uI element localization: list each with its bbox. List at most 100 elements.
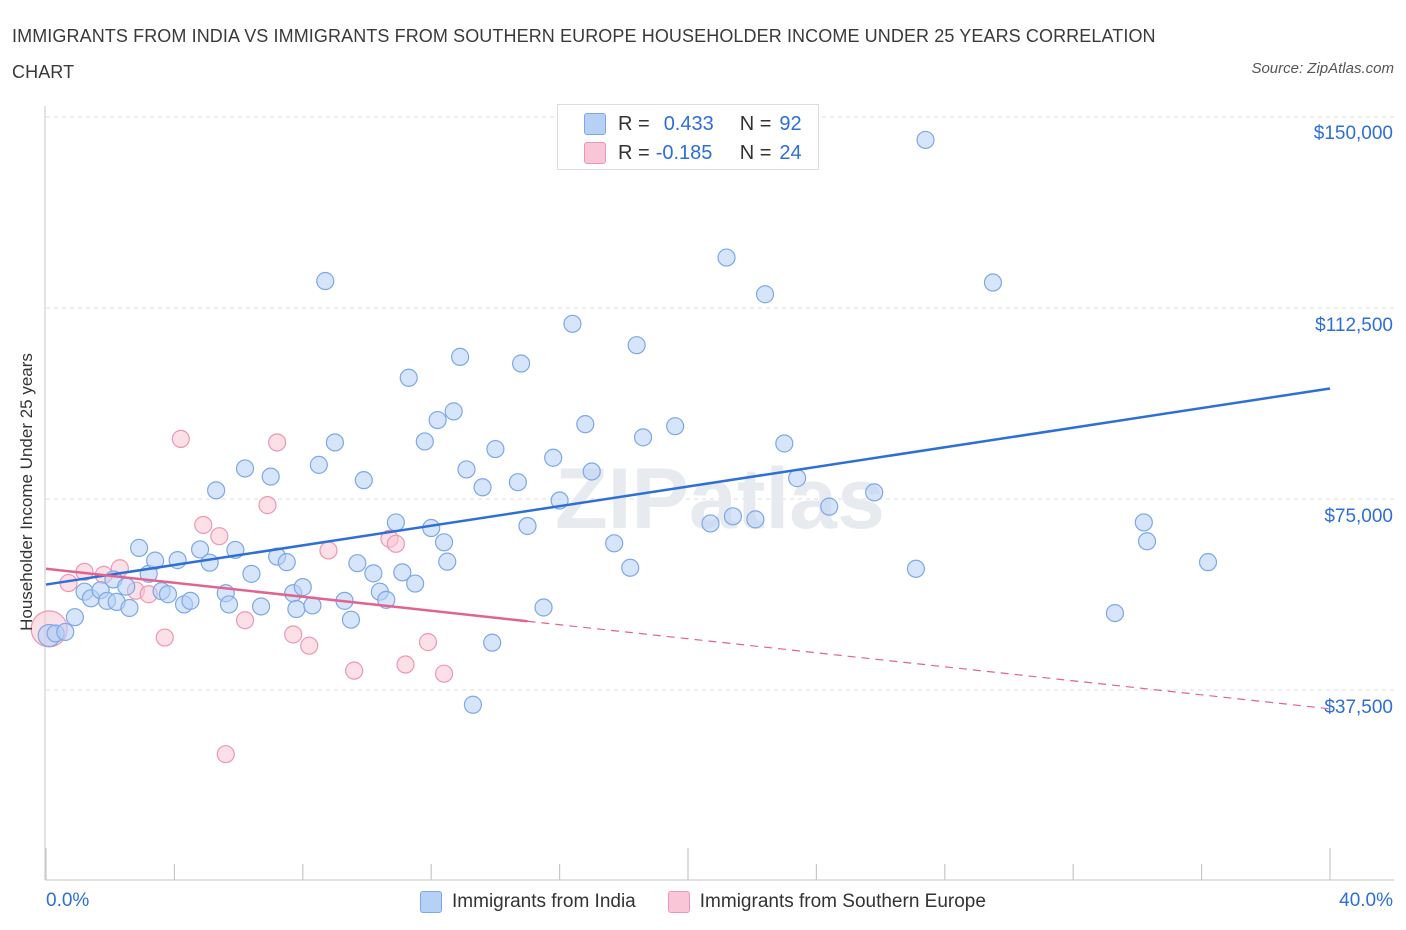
india-point bbox=[406, 574, 425, 593]
india-point bbox=[511, 354, 531, 373]
india-point bbox=[200, 553, 219, 572]
n-label: N = bbox=[739, 112, 772, 135]
r-label: R = bbox=[618, 141, 650, 164]
india-point bbox=[576, 415, 595, 434]
india-point bbox=[534, 598, 553, 617]
y-tick-112500: $112,500 bbox=[1315, 315, 1393, 336]
india-point bbox=[399, 368, 418, 387]
india-point bbox=[377, 590, 396, 609]
series-legend: Immigrants from India Immigrants from So… bbox=[0, 888, 1406, 916]
india-point bbox=[1105, 603, 1125, 623]
india-point bbox=[666, 417, 685, 436]
india-point bbox=[775, 434, 794, 453]
se-point bbox=[300, 636, 319, 655]
india-point bbox=[1137, 532, 1157, 551]
x-tick-min: 0.0% bbox=[46, 890, 90, 911]
se-point bbox=[194, 515, 213, 535]
n-label: N = bbox=[739, 141, 772, 164]
india-point bbox=[463, 695, 483, 714]
india-point bbox=[364, 564, 383, 583]
se-point bbox=[284, 625, 303, 644]
india-point bbox=[483, 633, 502, 652]
india-point bbox=[434, 533, 454, 552]
india-point bbox=[341, 610, 361, 629]
legend-item-southern-europe[interactable]: Immigrants from Southern Europe bbox=[667, 888, 986, 916]
india-point bbox=[65, 608, 84, 627]
india-point bbox=[755, 285, 775, 304]
legend-label-india: Immigrants from India bbox=[452, 891, 636, 912]
india-point bbox=[563, 314, 582, 333]
chart-title: IMMIGRANTS FROM INDIA VS IMMIGRANTS FROM… bbox=[12, 26, 1156, 82]
se-point bbox=[235, 611, 255, 630]
india-point bbox=[621, 558, 640, 577]
y-tick-75000: $75,000 bbox=[1324, 506, 1393, 527]
y-axis-label: Householder Income Under 25 years bbox=[17, 353, 36, 631]
se-point bbox=[345, 661, 364, 680]
india-r-value: 0.433 bbox=[663, 112, 714, 135]
se-point bbox=[386, 534, 405, 553]
india-point bbox=[219, 595, 239, 614]
india-point bbox=[865, 483, 884, 502]
se-trend-line bbox=[45, 567, 528, 623]
india-point bbox=[277, 553, 296, 572]
se-point bbox=[216, 745, 235, 764]
se-point bbox=[418, 633, 438, 652]
india-point bbox=[788, 469, 807, 488]
stats-legend: R = 0.433 N = 92 R = -0.185 N = 24 bbox=[557, 104, 819, 170]
india-point bbox=[348, 554, 367, 573]
india-point bbox=[717, 248, 736, 267]
se-point bbox=[396, 655, 415, 674]
se-trend-extension bbox=[527, 620, 1331, 710]
trend-lines bbox=[45, 387, 1331, 710]
india-point bbox=[120, 598, 139, 618]
source-label: Source: ZipAtlas.com bbox=[1251, 60, 1394, 77]
india-point bbox=[582, 462, 601, 481]
india-point bbox=[723, 507, 743, 526]
india-n-value: 92 bbox=[779, 112, 802, 135]
india-point bbox=[158, 585, 178, 604]
india-points bbox=[37, 130, 1218, 714]
se-point bbox=[155, 628, 174, 647]
india-point bbox=[1198, 553, 1218, 572]
se-point bbox=[171, 429, 190, 448]
grid-layer bbox=[46, 116, 1394, 691]
india-point bbox=[117, 577, 136, 596]
india-point bbox=[444, 402, 463, 421]
southern-europe-swatch bbox=[584, 142, 606, 164]
india-point bbox=[450, 347, 470, 366]
india-point bbox=[605, 534, 624, 553]
india-point bbox=[820, 497, 839, 516]
india-point bbox=[386, 513, 405, 532]
r-label: R = bbox=[618, 112, 650, 135]
india-point bbox=[251, 597, 271, 616]
india-point bbox=[701, 514, 720, 533]
india-point bbox=[438, 552, 457, 571]
india-point bbox=[518, 516, 537, 536]
se-point bbox=[319, 541, 338, 560]
legend-label-southern-europe: Immigrants from Southern Europe bbox=[699, 891, 986, 912]
se-n-value: 24 bbox=[779, 141, 802, 164]
india-point bbox=[181, 591, 200, 610]
axis-layer bbox=[44, 106, 1394, 881]
india-point bbox=[544, 448, 563, 467]
legend-row-india: R = 0.433 N = 92 bbox=[584, 109, 802, 139]
x-tick-max: 40.0% bbox=[1339, 890, 1393, 911]
legend-item-india[interactable]: Immigrants from India bbox=[420, 888, 636, 916]
india-point bbox=[287, 599, 306, 619]
india-point bbox=[983, 273, 1003, 292]
india-point bbox=[508, 473, 527, 492]
india-point bbox=[354, 471, 373, 490]
india-point bbox=[746, 510, 765, 529]
se-legend-swatch bbox=[667, 891, 690, 913]
india-point bbox=[190, 540, 210, 559]
india-point bbox=[393, 563, 412, 582]
se-point bbox=[258, 496, 277, 515]
india-point bbox=[261, 467, 280, 486]
india-point bbox=[428, 410, 447, 430]
india-point bbox=[129, 538, 149, 557]
india-point bbox=[235, 459, 255, 478]
india-point bbox=[207, 481, 226, 500]
india-point bbox=[415, 432, 434, 451]
se-point bbox=[210, 527, 229, 546]
india-point bbox=[633, 428, 653, 447]
